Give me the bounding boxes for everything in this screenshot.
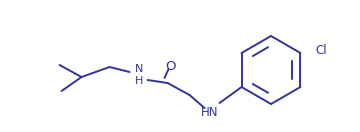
Text: Cl: Cl <box>315 44 327 58</box>
Text: N
H: N H <box>135 64 144 86</box>
Text: O: O <box>165 60 176 72</box>
Text: HN: HN <box>201 107 218 119</box>
